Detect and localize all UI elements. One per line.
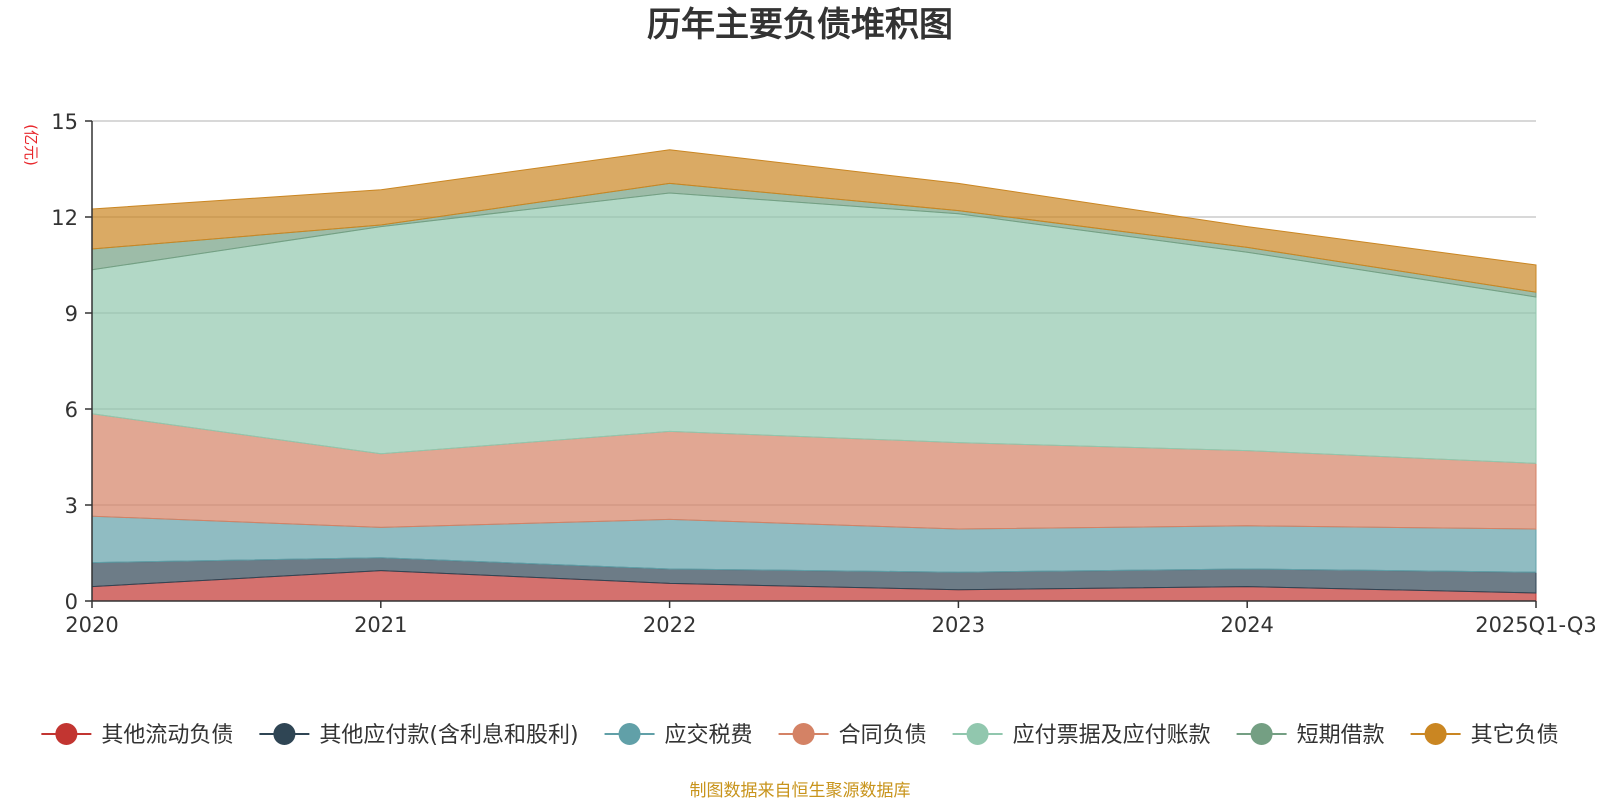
chart-title: 历年主要负债堆积图 bbox=[647, 5, 953, 45]
x-tick-label: 2020 bbox=[65, 613, 118, 637]
legend-marker bbox=[618, 723, 641, 745]
legend-marker bbox=[273, 723, 296, 745]
y-tick-label: 6 bbox=[65, 398, 78, 422]
x-tick-label: 2021 bbox=[354, 613, 407, 637]
legend-marker bbox=[966, 723, 989, 745]
y-tick-label: 9 bbox=[65, 302, 78, 326]
legend[interactable]: 其他流动负债 其他应付款(含利息和股利) 应交税费 合同负债 应付票据及应付账款 短期借款… bbox=[41, 723, 1559, 748]
legend-item[interactable]: 应付票据及应付账款 bbox=[952, 723, 1211, 748]
legend-label: 短期借款 bbox=[1297, 723, 1385, 748]
legend-item[interactable]: 其他应付款(含利息和股利) bbox=[259, 723, 579, 748]
area-其它负债[interactable] bbox=[91, 149, 1537, 293]
axes: 0 3 6 9 12 15 2020 2021 2022 2023 2024 2025Q1-Q3 bbox=[51, 110, 1597, 637]
y-tick-label: 15 bbox=[51, 110, 78, 134]
legend-label: 合同负债 bbox=[839, 723, 927, 748]
legend-label: 应交税费 bbox=[665, 723, 753, 748]
legend-item[interactable]: 应交税费 bbox=[604, 723, 753, 748]
y-tick-label: 0 bbox=[65, 590, 78, 614]
legend-marker bbox=[792, 723, 815, 745]
legend-marker bbox=[55, 723, 78, 745]
legend-label: 其他应付款(含利息和股利) bbox=[319, 723, 578, 748]
x-tick-label: 2024 bbox=[1220, 613, 1273, 637]
data-source-note: 制图数据来自恒生聚源数据库 bbox=[690, 781, 911, 800]
area-series bbox=[91, 149, 1537, 602]
y-tick-label: 3 bbox=[65, 494, 78, 518]
legend-label: 其他流动负债 bbox=[101, 723, 233, 748]
legend-marker bbox=[1250, 723, 1273, 745]
legend-label: 其它负债 bbox=[1471, 723, 1559, 748]
legend-item[interactable]: 其他流动负债 bbox=[41, 723, 233, 748]
legend-marker bbox=[1424, 723, 1447, 745]
y-axis-unit-label: (亿元) bbox=[22, 124, 40, 166]
y-tick-label: 12 bbox=[51, 206, 78, 230]
x-tick-label: 2025Q1-Q3 bbox=[1475, 613, 1597, 637]
legend-item[interactable]: 其它负债 bbox=[1410, 723, 1559, 748]
legend-item[interactable]: 短期借款 bbox=[1236, 723, 1385, 748]
legend-label: 应付票据及应付账款 bbox=[1013, 723, 1211, 748]
x-tick-label: 2023 bbox=[932, 613, 985, 637]
legend-item[interactable]: 合同负债 bbox=[778, 723, 927, 748]
x-tick-label: 2022 bbox=[643, 613, 696, 637]
